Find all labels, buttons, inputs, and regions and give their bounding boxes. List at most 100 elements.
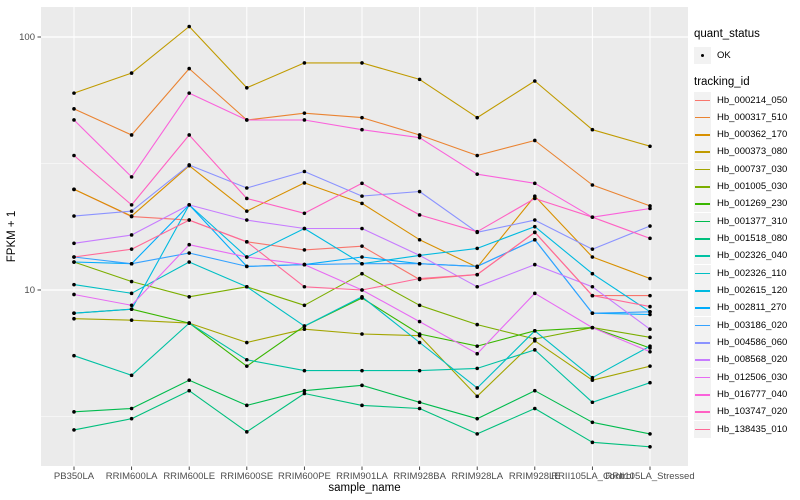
- legend-key-swatch: [694, 282, 711, 300]
- data-point: [360, 127, 364, 132]
- data-point: [590, 183, 595, 187]
- data-point: [648, 304, 652, 309]
- data-point: [245, 209, 249, 213]
- data-point: [475, 115, 480, 120]
- y-axis-title: FPKM + 1: [6, 211, 18, 262]
- data-point: [533, 181, 537, 186]
- line-swatch-icon: [695, 428, 710, 431]
- data-point: [245, 118, 249, 122]
- data-point: [187, 66, 191, 71]
- data-point: [72, 107, 76, 111]
- data-point: [590, 215, 595, 219]
- legend-title-quant-status: quant_status: [694, 28, 760, 40]
- data-point: [302, 368, 307, 373]
- legend-item-tracking-id: Hb_138435_010: [694, 420, 787, 438]
- legend-item-tracking-id: Hb_002615_120: [694, 282, 788, 300]
- data-point: [129, 303, 134, 308]
- legend-item-label: Hb_001518_080: [717, 233, 788, 245]
- data-point: [590, 400, 595, 405]
- data-point: [72, 353, 76, 358]
- line-swatch-icon: [695, 394, 710, 396]
- data-point: [245, 364, 249, 368]
- data-point: [302, 118, 307, 122]
- data-point: [72, 316, 76, 321]
- data-point: [648, 344, 652, 348]
- data-point: [533, 262, 537, 267]
- x-tick-label: RRIM928LE: [509, 471, 561, 482]
- x-tick-label: RRIM600LE: [163, 471, 215, 482]
- data-point: [648, 310, 652, 314]
- plot-panel: [41, 7, 688, 466]
- data-point: [360, 288, 364, 292]
- data-point: [302, 248, 307, 252]
- data-point: [72, 214, 76, 218]
- data-point: [72, 410, 76, 414]
- legend-item-label: Hb_000373_080: [717, 146, 788, 158]
- data-point: [187, 378, 191, 383]
- data-point: [475, 344, 480, 348]
- line-swatch-icon: [695, 359, 710, 361]
- x-tick-label: RRIM600LA: [106, 471, 158, 482]
- data-point: [302, 388, 307, 393]
- data-point: [187, 251, 191, 255]
- data-point: [648, 380, 652, 385]
- data-point: [590, 325, 595, 330]
- data-point: [648, 224, 652, 228]
- data-point: [245, 240, 249, 244]
- legend-item-tracking-id: Hb_001269_230: [694, 195, 787, 213]
- data-point: [360, 383, 364, 388]
- legend-item-label: Hb_001005_030: [717, 181, 788, 193]
- data-point: [360, 261, 364, 266]
- data-point: [648, 144, 652, 149]
- data-point: [245, 85, 249, 90]
- data-point: [129, 209, 134, 213]
- line-swatch-icon: [695, 376, 710, 379]
- legend-item-label: Hb_000362_170: [717, 129, 788, 141]
- data-point: [302, 391, 307, 396]
- legend-title-tracking-id: tracking_id: [694, 76, 750, 88]
- data-point: [245, 196, 249, 201]
- x-axis-title: sample_name: [328, 482, 400, 494]
- legend-item-tracking-id: Hb_002811_270: [694, 299, 787, 317]
- data-point: [533, 218, 537, 222]
- data-point: [129, 247, 134, 251]
- data-point: [72, 118, 76, 122]
- legend-key-swatch: [694, 143, 711, 161]
- data-point: [245, 264, 249, 269]
- legend-item-label: Hb_002615_120: [717, 285, 788, 297]
- legend-key-swatch: [694, 299, 711, 317]
- data-point: [72, 255, 76, 259]
- line-swatch-icon: [695, 220, 710, 223]
- data-point: [302, 284, 307, 289]
- data-point: [475, 264, 480, 269]
- legend-item-label: Hb_012506_030: [717, 371, 788, 383]
- legend-item-tracking-id: Hb_003186_020: [694, 316, 787, 334]
- data-point: [360, 368, 364, 373]
- data-point: [648, 432, 652, 436]
- legend-item-label: Hb_008568_020: [717, 354, 788, 366]
- data-point: [590, 271, 595, 276]
- data-point: [129, 318, 134, 322]
- data-point: [417, 276, 422, 281]
- data-point: [187, 24, 191, 29]
- data-point: [360, 332, 364, 336]
- data-point: [302, 61, 307, 65]
- data-point: [533, 230, 537, 235]
- data-point: [590, 420, 595, 425]
- legend-item-label: Hb_000737_030: [717, 163, 788, 175]
- data-point: [302, 169, 307, 174]
- data-point: [417, 213, 422, 217]
- legend-key-swatch: [694, 264, 711, 282]
- data-point: [245, 186, 249, 190]
- legend-item-tracking-id: Hb_000737_030: [694, 160, 788, 178]
- data-point: [360, 255, 364, 259]
- data-point: [417, 400, 422, 405]
- data-point: [417, 261, 422, 266]
- legend-item-tracking-id: Hb_012506_030: [694, 368, 788, 386]
- data-point: [129, 406, 134, 411]
- data-point: [72, 91, 76, 95]
- line-swatch-icon: [695, 255, 710, 257]
- y-tick-label: 100: [19, 32, 35, 43]
- data-point: [417, 332, 422, 336]
